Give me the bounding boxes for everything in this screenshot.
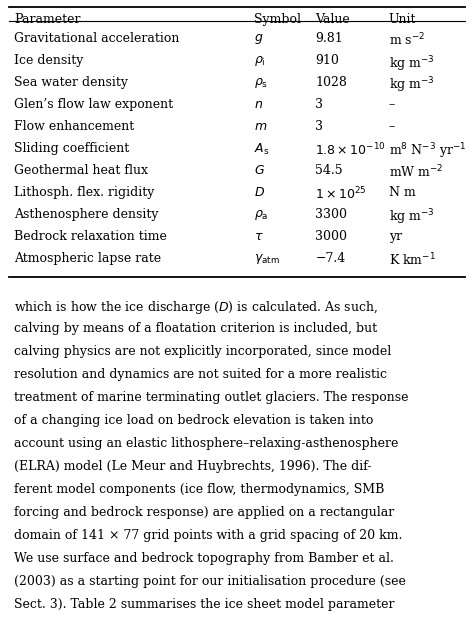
Text: $g$: $g$ bbox=[254, 32, 263, 46]
Text: 1028: 1028 bbox=[315, 76, 347, 89]
Text: resolution and dynamics are not suited for a more realistic: resolution and dynamics are not suited f… bbox=[14, 367, 387, 381]
Text: m$^{8}$ N$^{-3}$ yr$^{-1}$: m$^{8}$ N$^{-3}$ yr$^{-1}$ bbox=[389, 142, 466, 162]
Text: $n$: $n$ bbox=[254, 98, 263, 111]
Text: $1 \times 10^{25}$: $1 \times 10^{25}$ bbox=[315, 186, 367, 203]
Text: of a changing ice load on bedrock elevation is taken into: of a changing ice load on bedrock elevat… bbox=[14, 414, 374, 427]
Text: Asthenosphere density: Asthenosphere density bbox=[14, 208, 159, 220]
Text: Parameter: Parameter bbox=[14, 13, 81, 26]
Text: N m: N m bbox=[389, 186, 415, 199]
Text: K km$^{-1}$: K km$^{-1}$ bbox=[389, 252, 436, 268]
Text: $1.8 \times 10^{-10}$: $1.8 \times 10^{-10}$ bbox=[315, 142, 386, 158]
Text: Value: Value bbox=[315, 13, 350, 26]
Text: m s$^{-2}$: m s$^{-2}$ bbox=[389, 32, 425, 49]
Text: which is how the ice discharge ($D$) is calculated. As such,: which is how the ice discharge ($D$) is … bbox=[14, 298, 378, 316]
Text: $\rho_{\mathrm{s}}$: $\rho_{\mathrm{s}}$ bbox=[254, 76, 268, 90]
Text: Gravitational acceleration: Gravitational acceleration bbox=[14, 32, 180, 45]
Text: Sea water density: Sea water density bbox=[14, 76, 128, 89]
Text: 3: 3 bbox=[315, 119, 323, 133]
Text: Flow enhancement: Flow enhancement bbox=[14, 119, 135, 133]
Text: kg m$^{-3}$: kg m$^{-3}$ bbox=[389, 76, 434, 95]
Text: Glen’s flow law exponent: Glen’s flow law exponent bbox=[14, 98, 173, 111]
Text: kg m$^{-3}$: kg m$^{-3}$ bbox=[389, 54, 434, 73]
Text: calving by means of a floatation criterion is included, but: calving by means of a floatation criteri… bbox=[14, 321, 377, 335]
Text: −7.4: −7.4 bbox=[315, 252, 346, 265]
Text: account using an elastic lithosphere–relaxing-asthenosphere: account using an elastic lithosphere–rel… bbox=[14, 437, 399, 450]
Text: –: – bbox=[389, 119, 395, 133]
Text: Sect. 3). Table 2 summarises the ice sheet model parameter: Sect. 3). Table 2 summarises the ice she… bbox=[14, 598, 395, 612]
Text: $m$: $m$ bbox=[254, 119, 267, 133]
Text: treatment of marine terminating outlet glaciers. The response: treatment of marine terminating outlet g… bbox=[14, 390, 409, 404]
Text: Sliding coefficient: Sliding coefficient bbox=[14, 142, 129, 155]
Text: Geothermal heat flux: Geothermal heat flux bbox=[14, 164, 148, 177]
Text: 3000: 3000 bbox=[315, 229, 347, 243]
Text: 910: 910 bbox=[315, 54, 339, 67]
Text: 3: 3 bbox=[315, 98, 323, 111]
Text: calving physics are not explicitly incorporated, since model: calving physics are not explicitly incor… bbox=[14, 344, 392, 358]
Text: Bedrock relaxation time: Bedrock relaxation time bbox=[14, 229, 167, 243]
Text: forcing and bedrock response) are applied on a rectangular: forcing and bedrock response) are applie… bbox=[14, 506, 394, 519]
Text: $D$: $D$ bbox=[254, 186, 264, 199]
Text: We use surface and bedrock topography from Bamber et al.: We use surface and bedrock topography fr… bbox=[14, 552, 394, 565]
Text: Atmospheric lapse rate: Atmospheric lapse rate bbox=[14, 252, 161, 265]
Text: 3300: 3300 bbox=[315, 208, 347, 220]
Text: Ice density: Ice density bbox=[14, 54, 83, 67]
Text: Lithosph. flex. rigidity: Lithosph. flex. rigidity bbox=[14, 186, 155, 199]
Text: yr: yr bbox=[389, 229, 402, 243]
Text: Symbol: Symbol bbox=[254, 13, 301, 26]
Text: $\tau$: $\tau$ bbox=[254, 229, 263, 243]
Text: domain of 141 × 77 grid points with a grid spacing of 20 km.: domain of 141 × 77 grid points with a gr… bbox=[14, 529, 402, 542]
Text: $\rho_{\mathrm{i}}$: $\rho_{\mathrm{i}}$ bbox=[254, 54, 265, 68]
Text: $G$: $G$ bbox=[254, 164, 264, 177]
Text: kg m$^{-3}$: kg m$^{-3}$ bbox=[389, 208, 434, 227]
Text: Unit: Unit bbox=[389, 13, 416, 26]
Text: –: – bbox=[389, 98, 395, 111]
Text: mW m$^{-2}$: mW m$^{-2}$ bbox=[389, 164, 443, 180]
Text: (ELRA) model (Le Meur and Huybrechts, 1996). The dif-: (ELRA) model (Le Meur and Huybrechts, 19… bbox=[14, 460, 372, 473]
Text: $\rho_{\mathrm{a}}$: $\rho_{\mathrm{a}}$ bbox=[254, 208, 268, 222]
Text: $A_{\mathrm{s}}$: $A_{\mathrm{s}}$ bbox=[254, 142, 269, 157]
Text: (2003) as a starting point for our initialisation procedure (see: (2003) as a starting point for our initi… bbox=[14, 575, 406, 588]
Text: $\gamma_{\mathrm{atm}}$: $\gamma_{\mathrm{atm}}$ bbox=[254, 252, 280, 266]
Text: 54.5: 54.5 bbox=[315, 164, 343, 177]
Text: ferent model components (ice flow, thermodynamics, SMB: ferent model components (ice flow, therm… bbox=[14, 483, 384, 496]
Text: 9.81: 9.81 bbox=[315, 32, 343, 45]
